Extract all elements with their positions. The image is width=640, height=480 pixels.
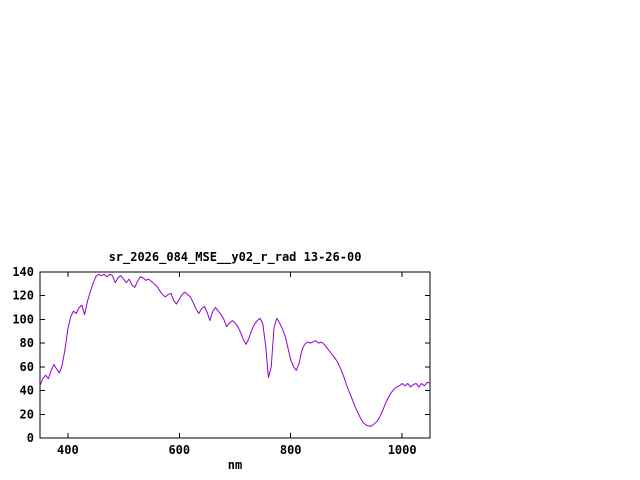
y-tick-label: 20 xyxy=(20,407,34,421)
x-axis-label: nm xyxy=(227,458,243,472)
y-tick-label: 100 xyxy=(12,312,34,326)
y-tick-label: 80 xyxy=(20,336,34,350)
y-tick-label: 60 xyxy=(20,360,34,374)
y-tick-label: 140 xyxy=(12,265,34,279)
y-tick-label: 0 xyxy=(27,431,34,445)
x-tick-label: 800 xyxy=(280,443,302,457)
plot-border xyxy=(39,271,431,439)
y-tick-label: 120 xyxy=(12,289,34,303)
x-tick-label: 400 xyxy=(57,443,79,457)
y-tick-label: 40 xyxy=(20,384,34,398)
x-tick-label: 600 xyxy=(168,443,190,457)
x-tick-label: 1000 xyxy=(388,443,417,457)
spectrum-line xyxy=(39,273,431,427)
chart-title: sr_2026_084_MSE__y02_r_rad 13-26-00 xyxy=(108,250,362,264)
